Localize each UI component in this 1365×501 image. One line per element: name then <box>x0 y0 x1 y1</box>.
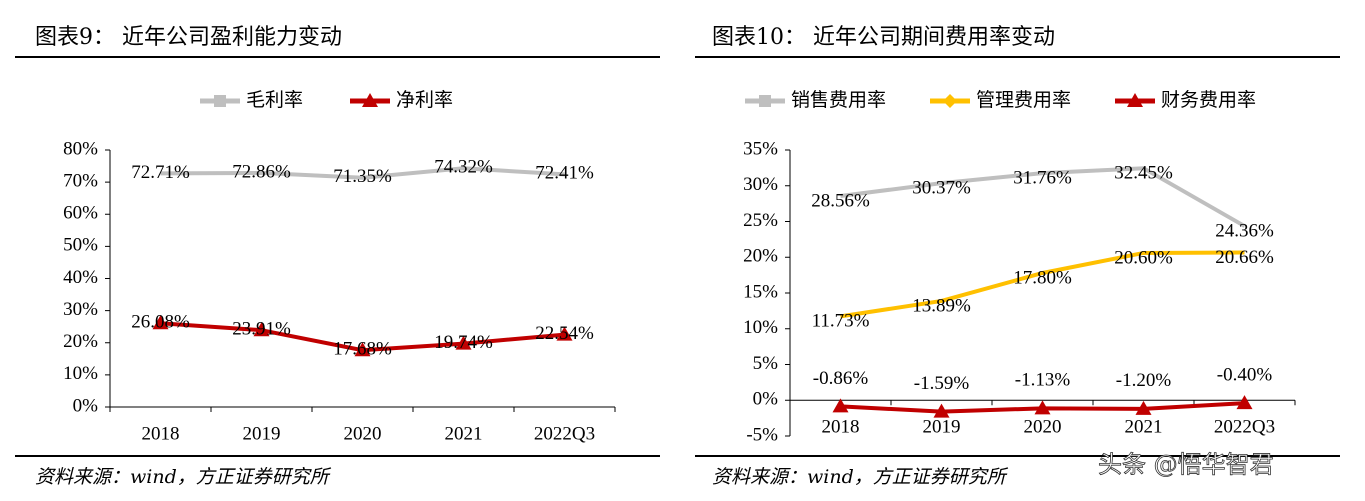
legend-label: 财务费用率 <box>1161 89 1256 111</box>
value-label: 17.80% <box>1013 267 1072 288</box>
value-label: 20.66% <box>1215 247 1274 268</box>
value-label: 72.71% <box>131 162 190 183</box>
point-marker <box>832 398 849 413</box>
x-tick-label: 2020 <box>1024 417 1062 438</box>
value-label: 22.54% <box>535 323 594 344</box>
value-label: 72.41% <box>535 163 594 184</box>
legend-label: 净利率 <box>396 89 453 111</box>
value-label: 13.89% <box>912 295 971 316</box>
chart-title: 图表9： 近年公司盈利能力变动 <box>35 25 342 50</box>
point-marker <box>253 322 270 337</box>
value-label: 24.36% <box>1215 220 1274 241</box>
x-tick-label: 2022Q3 <box>1214 417 1275 438</box>
value-label: -0.86% <box>813 368 869 389</box>
value-label: 11.73% <box>812 311 870 332</box>
x-tick-label: 2018 <box>142 423 180 444</box>
legend-marker <box>362 93 378 107</box>
y-tick-label: 30% <box>63 299 98 320</box>
value-label: -1.13% <box>1015 370 1071 391</box>
point-marker <box>152 315 169 330</box>
value-label: -1.20% <box>1116 370 1172 391</box>
watermark: 头条 @悟华智君 <box>1098 451 1274 479</box>
x-tick-label: 2021 <box>445 423 483 444</box>
legend-marker <box>214 95 226 107</box>
value-label: 19.74% <box>434 332 493 353</box>
point-marker <box>933 403 950 418</box>
series-line <box>840 166 1246 228</box>
series-line <box>160 166 565 180</box>
x-tick-label: 2020 <box>344 423 382 444</box>
y-tick-label: 20% <box>743 246 778 267</box>
source: 资料来源：wind，方正证券研究所 <box>35 466 332 488</box>
x-tick-label: 2019 <box>243 423 281 444</box>
value-label: -0.40% <box>1217 364 1273 385</box>
legend-marker <box>759 95 771 107</box>
value-label: 72.86% <box>232 161 291 182</box>
point-marker <box>556 326 573 341</box>
value-label: 17.68% <box>333 339 392 360</box>
y-tick-label: 10% <box>63 363 98 384</box>
value-label: 20.60% <box>1114 247 1173 268</box>
y-tick-label: 0% <box>73 395 99 416</box>
source: 资料来源：wind，方正证券研究所 <box>712 466 1009 488</box>
series-line <box>840 250 1245 319</box>
y-tick-label: 40% <box>63 267 98 288</box>
y-tick-label: 0% <box>753 389 779 410</box>
value-label: 74.32% <box>434 157 493 178</box>
y-tick-label: 35% <box>743 138 778 159</box>
point-marker <box>354 342 371 357</box>
y-tick-label: 80% <box>63 138 98 159</box>
point-marker <box>1236 395 1253 410</box>
point-marker <box>455 335 472 350</box>
value-label: 26.08% <box>131 312 190 333</box>
chart-title: 图表10： 近年公司期间费用率变动 <box>712 25 1055 50</box>
value-label: 28.56% <box>811 190 870 211</box>
x-tick-label: 2019 <box>923 417 961 438</box>
x-tick-label: 2018 <box>822 417 860 438</box>
legend-marker <box>1127 93 1143 107</box>
y-tick-label: 25% <box>743 210 778 231</box>
y-tick-label: 50% <box>63 235 98 256</box>
value-label: 23.91% <box>232 319 291 340</box>
y-tick-label: 60% <box>63 203 98 224</box>
point-marker <box>1034 400 1051 415</box>
y-tick-label: 20% <box>63 331 98 352</box>
y-tick-label: 5% <box>753 353 779 374</box>
legend-label: 管理费用率 <box>976 89 1071 111</box>
y-tick-label: 30% <box>743 174 778 195</box>
y-tick-label: 70% <box>63 170 98 191</box>
y-tick-label: 15% <box>743 281 778 302</box>
value-label: 31.76% <box>1013 168 1072 189</box>
legend-label: 销售费用率 <box>791 89 886 111</box>
x-tick-label: 2021 <box>1125 417 1163 438</box>
legend-label: 毛利率 <box>246 89 303 111</box>
y-tick-label: -5% <box>746 424 778 445</box>
value-label: 32.45% <box>1114 163 1173 184</box>
value-label: -1.59% <box>914 373 970 394</box>
x-tick-label: 2022Q3 <box>534 423 595 444</box>
legend-marker <box>943 94 957 108</box>
value-label: 71.35% <box>333 166 392 187</box>
value-label: 30.37% <box>912 177 971 198</box>
point-marker <box>1135 400 1152 415</box>
y-tick-label: 10% <box>743 317 778 338</box>
